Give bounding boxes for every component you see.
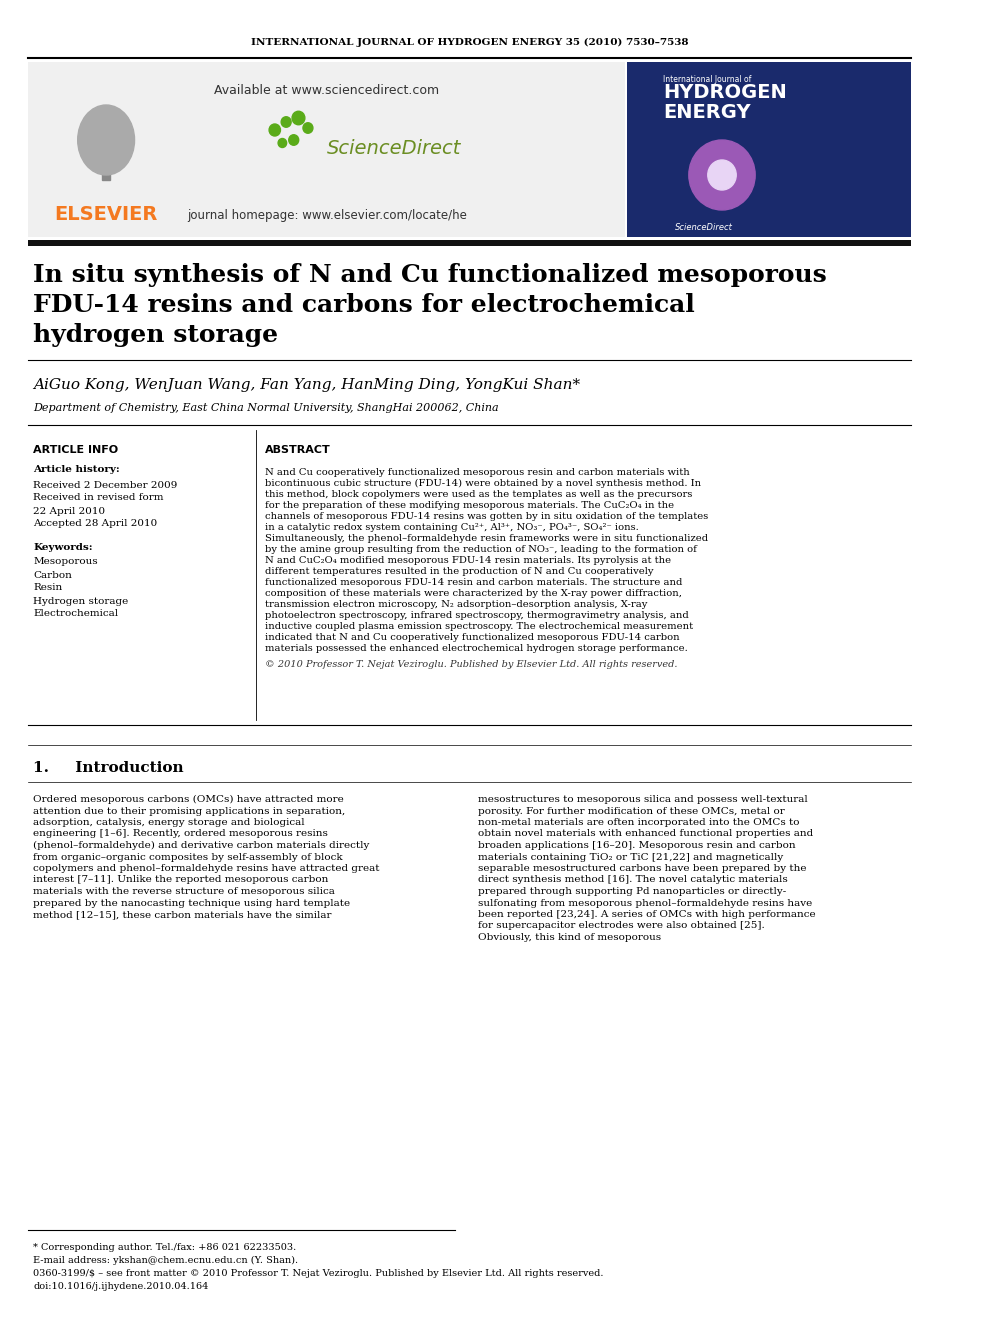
Text: Received 2 December 2009: Received 2 December 2009	[33, 480, 178, 490]
Circle shape	[269, 124, 281, 136]
Text: 0360-3199/$ – see front matter © 2010 Professor T. Nejat Veziroglu. Published by: 0360-3199/$ – see front matter © 2010 Pr…	[33, 1269, 604, 1278]
Bar	[627, 62, 912, 237]
Text: hydrogen storage: hydrogen storage	[33, 323, 279, 347]
Text: Available at www.sciencedirect.com: Available at www.sciencedirect.com	[214, 83, 439, 97]
Text: adsorption, catalysis, energy storage and biological: adsorption, catalysis, energy storage an…	[33, 818, 305, 827]
Text: doi:10.1016/j.ijhydene.2010.04.164: doi:10.1016/j.ijhydene.2010.04.164	[33, 1282, 208, 1291]
Text: sulfonating from mesoporous phenol–formaldehyde resins have: sulfonating from mesoporous phenol–forma…	[478, 898, 812, 908]
Text: separable mesostructured carbons have been prepared by the: separable mesostructured carbons have be…	[478, 864, 806, 873]
Text: functionalized mesoporous FDU-14 resin and carbon materials. The structure and: functionalized mesoporous FDU-14 resin a…	[265, 578, 682, 587]
Text: Hydrogen storage: Hydrogen storage	[33, 597, 128, 606]
Text: Ordered mesoporous carbons (OMCs) have attracted more: Ordered mesoporous carbons (OMCs) have a…	[33, 795, 344, 804]
Text: 1.     Introduction: 1. Introduction	[33, 761, 184, 775]
Text: prepared through supporting Pd nanoparticles or directly-: prepared through supporting Pd nanoparti…	[478, 886, 787, 896]
Bar	[29, 62, 203, 237]
Text: HYDROGEN: HYDROGEN	[664, 83, 787, 102]
Text: materials possessed the enhanced electrochemical hydrogen storage performance.: materials possessed the enhanced electro…	[265, 644, 688, 654]
Text: ENERGY: ENERGY	[664, 102, 751, 122]
Text: different temperatures resulted in the production of N and Cu cooperatively: different temperatures resulted in the p…	[265, 568, 654, 576]
Bar	[102, 155, 110, 180]
Text: journal homepage: www.elsevier.com/locate/he: journal homepage: www.elsevier.com/locat…	[186, 209, 467, 221]
Text: prepared by the nanocasting technique using hard template: prepared by the nanocasting technique us…	[33, 898, 350, 908]
Circle shape	[707, 160, 736, 191]
Text: by the amine group resulting from the reduction of NO₃⁻, leading to the formatio: by the amine group resulting from the re…	[265, 545, 697, 554]
Text: 22 April 2010: 22 April 2010	[33, 507, 105, 516]
Text: method [12–15], these carbon materials have the similar: method [12–15], these carbon materials h…	[33, 910, 331, 919]
Text: Received in revised form: Received in revised form	[33, 493, 164, 503]
Circle shape	[278, 139, 287, 147]
Bar	[29, 62, 625, 237]
Text: Department of Chemistry, East China Normal University, ShangHai 200062, China: Department of Chemistry, East China Norm…	[33, 404, 499, 413]
Text: for the preparation of these modifying mesoporous materials. The CuC₂O₄ in the: for the preparation of these modifying m…	[265, 501, 675, 509]
Text: Simultaneously, the phenol–formaldehyde resin frameworks were in situ functional: Simultaneously, the phenol–formaldehyde …	[265, 534, 708, 542]
Text: attention due to their promising applications in separation,: attention due to their promising applica…	[33, 807, 345, 815]
Text: ScienceDirect: ScienceDirect	[327, 139, 461, 157]
Text: Resin: Resin	[33, 583, 62, 593]
Text: porosity. For further modification of these OMCs, metal or: porosity. For further modification of th…	[478, 807, 786, 815]
Text: obtain novel materials with enhanced functional properties and: obtain novel materials with enhanced fun…	[478, 830, 813, 839]
Text: transmission electron microscopy, N₂ adsorption–desorption analysis, X-ray: transmission electron microscopy, N₂ ads…	[265, 601, 648, 609]
Text: non-metal materials are often incorporated into the OMCs to: non-metal materials are often incorporat…	[478, 818, 800, 827]
Text: this method, block copolymers were used as the templates as well as the precurso: this method, block copolymers were used …	[265, 490, 692, 499]
Text: © 2010 Professor T. Nejat Veziroglu. Published by Elsevier Ltd. All rights reser: © 2010 Professor T. Nejat Veziroglu. Pub…	[265, 660, 678, 669]
Text: for supercapacitor electrodes were also obtained [25].: for supercapacitor electrodes were also …	[478, 922, 765, 930]
Text: * Corresponding author. Tel./fax: +86 021 62233503.: * Corresponding author. Tel./fax: +86 02…	[33, 1244, 297, 1252]
Text: Mesoporous: Mesoporous	[33, 557, 98, 566]
Text: materials containing TiO₂ or TiC [21,22] and magnetically: materials containing TiO₂ or TiC [21,22]…	[478, 852, 784, 861]
Text: Carbon: Carbon	[33, 570, 72, 579]
Text: Obviously, this kind of mesoporous: Obviously, this kind of mesoporous	[478, 933, 662, 942]
Text: N and CuC₂O₄ modified mesoporous FDU-14 resin materials. Its pyrolysis at the: N and CuC₂O₄ modified mesoporous FDU-14 …	[265, 556, 672, 565]
Text: interest [7–11]. Unlike the reported mesoporous carbon: interest [7–11]. Unlike the reported mes…	[33, 876, 328, 885]
Text: been reported [23,24]. A series of OMCs with high performance: been reported [23,24]. A series of OMCs …	[478, 910, 816, 919]
Text: ABSTRACT: ABSTRACT	[265, 445, 331, 455]
Text: from organic–organic composites by self-assembly of block: from organic–organic composites by self-…	[33, 852, 343, 861]
Text: materials with the reverse structure of mesoporous silica: materials with the reverse structure of …	[33, 886, 335, 896]
Text: photoelectron spectroscopy, infrared spectroscopy, thermogravimetry analysis, an: photoelectron spectroscopy, infrared spe…	[265, 611, 689, 620]
Text: ARTICLE INFO: ARTICLE INFO	[33, 445, 118, 455]
Text: copolymers and phenol–formaldehyde resins have attracted great: copolymers and phenol–formaldehyde resin…	[33, 864, 380, 873]
Text: channels of mesoporous FDU-14 resins was gotten by in situ oxidation of the temp: channels of mesoporous FDU-14 resins was…	[265, 512, 708, 521]
Circle shape	[289, 135, 299, 146]
Text: ELSEVIER: ELSEVIER	[55, 205, 158, 225]
Text: engineering [1–6]. Recently, ordered mesoporous resins: engineering [1–6]. Recently, ordered mes…	[33, 830, 328, 839]
Bar	[29, 239, 912, 246]
Text: INTERNATIONAL JOURNAL OF HYDROGEN ENERGY 35 (2010) 7530–7538: INTERNATIONAL JOURNAL OF HYDROGEN ENERGY…	[251, 37, 688, 46]
Circle shape	[292, 111, 305, 124]
Text: composition of these materials were characterized by the X-ray power diffraction: composition of these materials were char…	[265, 589, 682, 598]
Text: AiGuo Kong, WenJuan Wang, Fan Yang, HanMing Ding, YongKui Shan*: AiGuo Kong, WenJuan Wang, Fan Yang, HanM…	[33, 378, 580, 392]
Text: direct synthesis method [16]. The novel catalytic materials: direct synthesis method [16]. The novel …	[478, 876, 789, 885]
Text: broaden applications [16–20]. Mesoporous resin and carbon: broaden applications [16–20]. Mesoporous…	[478, 841, 797, 849]
Circle shape	[303, 123, 312, 134]
Text: E-mail address: ykshan@chem.ecnu.edu.cn (Y. Shan).: E-mail address: ykshan@chem.ecnu.edu.cn …	[33, 1256, 299, 1265]
Text: bicontinuous cubic structure (FDU-14) were obtained by a novel synthesis method.: bicontinuous cubic structure (FDU-14) we…	[265, 479, 701, 488]
Text: Article history:: Article history:	[33, 466, 120, 475]
Text: Electrochemical: Electrochemical	[33, 610, 118, 618]
Text: In situ synthesis of N and Cu functionalized mesoporous: In situ synthesis of N and Cu functional…	[33, 263, 827, 287]
Circle shape	[281, 116, 291, 127]
Text: N and Cu cooperatively functionalized mesoporous resin and carbon materials with: N and Cu cooperatively functionalized me…	[265, 468, 690, 478]
Ellipse shape	[77, 105, 135, 175]
Text: Accepted 28 April 2010: Accepted 28 April 2010	[33, 520, 158, 528]
Text: in a catalytic redox system containing Cu²⁺, Al³⁺, NO₃⁻, PO₄³⁻, SO₄²⁻ ions.: in a catalytic redox system containing C…	[265, 523, 639, 532]
Circle shape	[688, 140, 755, 210]
Text: Keywords:: Keywords:	[33, 544, 93, 553]
Text: mesostructures to mesoporous silica and possess well-textural: mesostructures to mesoporous silica and …	[478, 795, 808, 804]
Text: (phenol–formaldehyde) and derivative carbon materials directly: (phenol–formaldehyde) and derivative car…	[33, 841, 370, 851]
Text: FDU-14 resins and carbons for electrochemical: FDU-14 resins and carbons for electroche…	[33, 292, 695, 318]
Text: indicated that N and Cu cooperatively functionalized mesoporous FDU-14 carbon: indicated that N and Cu cooperatively fu…	[265, 632, 680, 642]
Text: International Journal of: International Journal of	[664, 75, 752, 85]
Text: inductive coupled plasma emission spectroscopy. The electrochemical measurement: inductive coupled plasma emission spectr…	[265, 622, 693, 631]
Text: ScienceDirect: ScienceDirect	[675, 224, 732, 233]
